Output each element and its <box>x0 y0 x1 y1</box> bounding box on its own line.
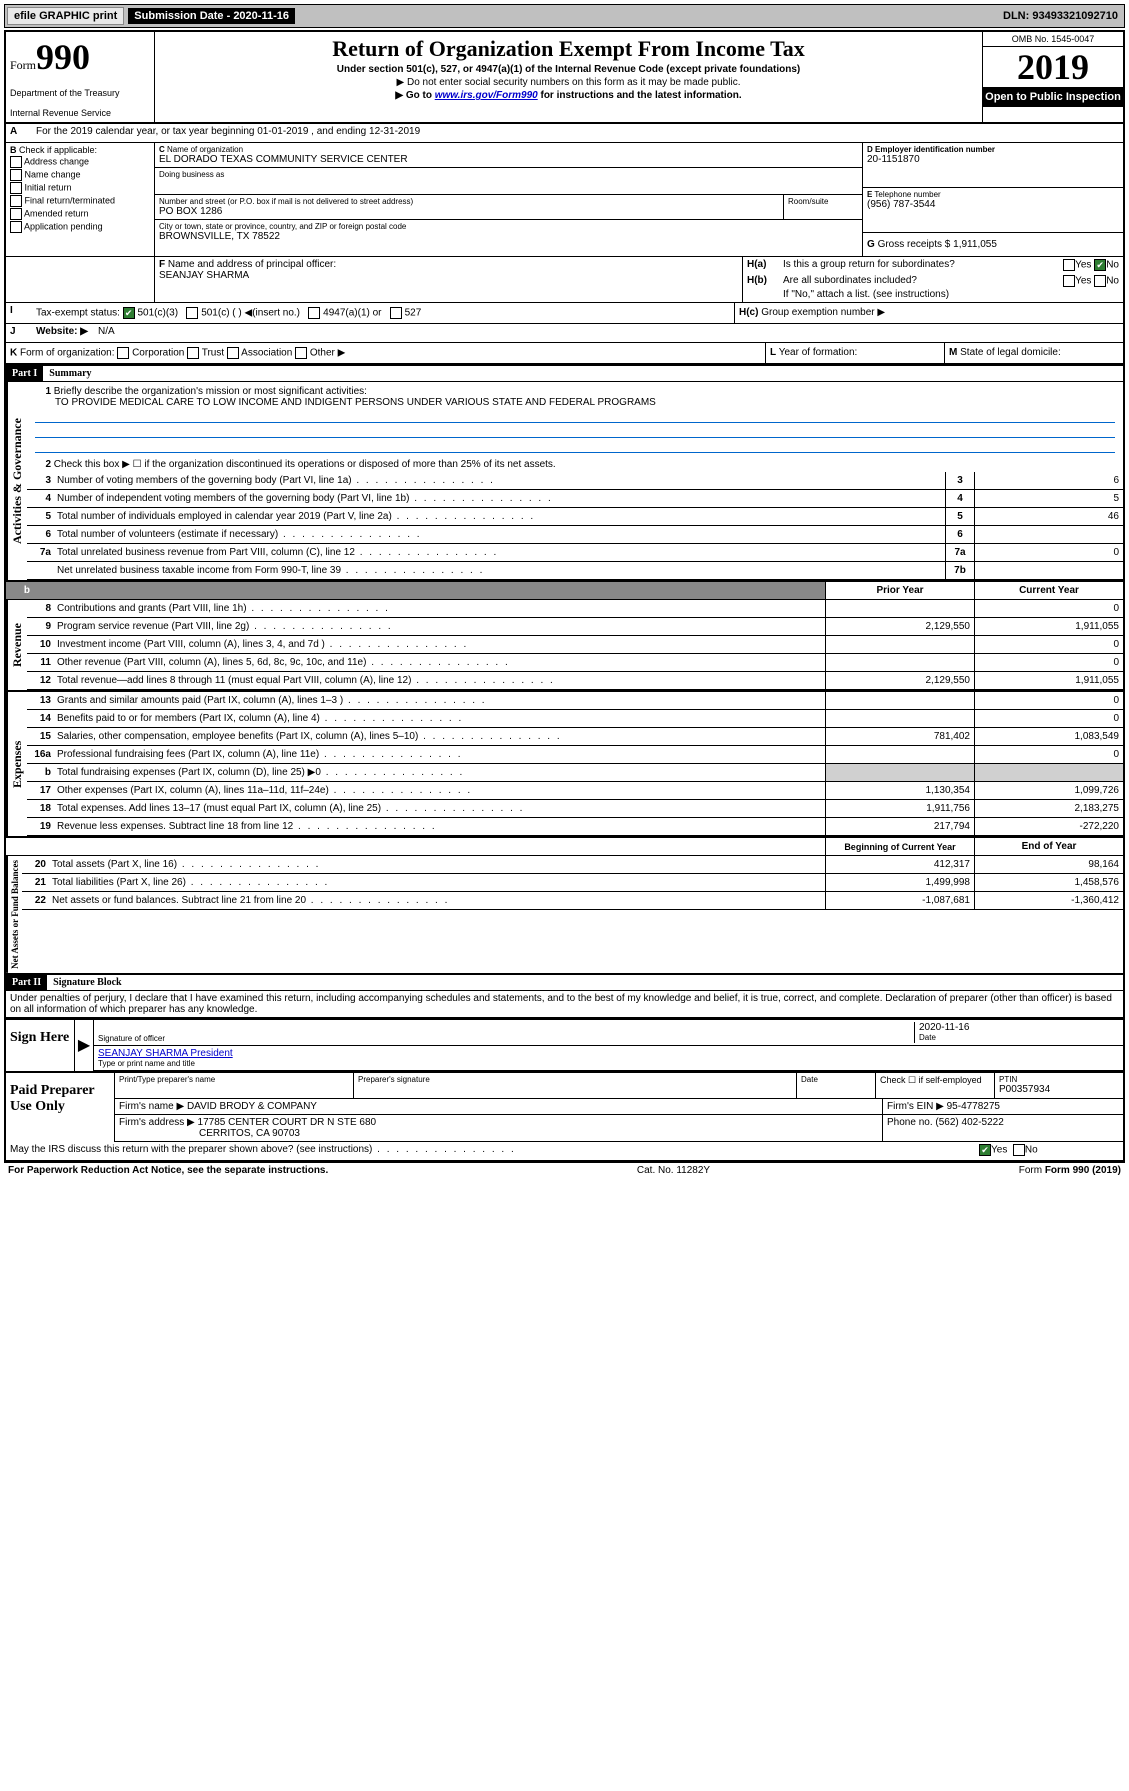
perjury-statement: Under penalties of perjury, I declare th… <box>6 991 1123 1018</box>
summary-line: 14Benefits paid to or for members (Part … <box>27 710 1123 728</box>
summary-line: 21Total liabilities (Part X, line 26)1,4… <box>22 874 1123 892</box>
principal-officer: SEANJAY SHARMA <box>159 270 738 281</box>
summary-line: 10Investment income (Part VIII, column (… <box>27 636 1123 654</box>
summary-line: 5Total number of individuals employed in… <box>27 508 1123 526</box>
summary-line: Net unrelated business taxable income fr… <box>27 562 1123 580</box>
summary-line: 13Grants and similar amounts paid (Part … <box>27 692 1123 710</box>
firm-ein: 95-4778275 <box>947 1101 1000 1112</box>
omb-number: OMB No. 1545-0047 <box>983 32 1123 47</box>
form990-link[interactable]: www.irs.gov/Form990 <box>435 90 538 101</box>
summary-line: 6Total number of volunteers (estimate if… <box>27 526 1123 544</box>
discuss-question: May the IRS discuss this return with the… <box>6 1142 975 1160</box>
section-a: A For the 2019 calendar year, or tax yea… <box>6 124 1123 143</box>
paid-preparer-block: Paid Preparer Use Only Print/Type prepar… <box>6 1071 1123 1142</box>
firm-address: 17785 CENTER COURT DR N STE 680 <box>198 1117 377 1128</box>
summary-line: 19Revenue less expenses. Subtract line 1… <box>27 818 1123 836</box>
part2-header: Part II Signature Block <box>6 973 1123 991</box>
activities-governance-label: Activities & Governance <box>6 382 27 580</box>
revenue-label: Revenue <box>6 600 27 690</box>
summary-line: 4Number of independent voting members of… <box>27 490 1123 508</box>
summary-line: 16aProfessional fundraising fees (Part I… <box>27 746 1123 764</box>
top-bar: efile GRAPHIC print Submission Date - 20… <box>4 4 1125 28</box>
section-h: H(a) Is this a group return for subordin… <box>743 257 1123 302</box>
tax-exempt-status: Tax-exempt status: 501(c)(3) 501(c) ( ) … <box>32 303 734 323</box>
irs-label: Internal Revenue Service <box>10 108 150 118</box>
summary-line: 15Salaries, other compensation, employee… <box>27 728 1123 746</box>
501c3-checkbox[interactable] <box>123 307 135 319</box>
ptin: P00357934 <box>999 1084 1119 1095</box>
summary-line: 22Net assets or fund balances. Subtract … <box>22 892 1123 910</box>
org-name: EL DORADO TEXAS COMMUNITY SERVICE CENTER <box>159 154 858 165</box>
org-street: PO BOX 1286 <box>159 206 779 217</box>
open-to-public: Open to Public Inspection <box>983 87 1123 107</box>
summary-line: 9Program service revenue (Part VIII, lin… <box>27 618 1123 636</box>
section-c: C Name of organization EL DORADO TEXAS C… <box>155 143 862 256</box>
form-990-label: Form990 <box>10 36 150 78</box>
tax-year: 2019 <box>983 47 1123 87</box>
dept-treasury: Department of the Treasury <box>10 88 150 98</box>
org-city: BROWNSVILLE, TX 78522 <box>159 231 858 242</box>
summary-line: 17Other expenses (Part IX, column (A), l… <box>27 782 1123 800</box>
ssn-warning: ▶ Do not enter social security numbers o… <box>159 77 978 88</box>
sign-here-block: Sign Here ▶ Signature of officer 2020-11… <box>6 1018 1123 1071</box>
summary-line: 12Total revenue—add lines 8 through 11 (… <box>27 672 1123 690</box>
ein: 20-1151870 <box>867 154 1119 165</box>
goto-line: ▶ Go to www.irs.gov/Form990 for instruct… <box>159 90 978 101</box>
footer: For Paperwork Reduction Act Notice, see … <box>4 1163 1125 1178</box>
summary-line: bTotal fundraising expenses (Part IX, co… <box>27 764 1123 782</box>
expenses-label: Expenses <box>6 692 27 836</box>
efile-print-button[interactable]: efile GRAPHIC print <box>7 7 124 25</box>
gross-receipts: 1,911,055 <box>953 239 997 250</box>
signature-date: 2020-11-16 <box>919 1022 1119 1033</box>
form-subtitle: Under section 501(c), 527, or 4947(a)(1)… <box>159 64 978 75</box>
firm-phone: (562) 402-5222 <box>935 1117 1003 1128</box>
form-label: Form <box>1019 1165 1045 1176</box>
summary-line: 8Contributions and grants (Part VIII, li… <box>27 600 1123 618</box>
telephone: (956) 787-3544 <box>867 199 1119 210</box>
submission-date: Submission Date - 2020-11-16 <box>128 8 295 24</box>
firm-name: DAVID BRODY & COMPANY <box>187 1101 317 1112</box>
mission-statement: TO PROVIDE MEDICAL CARE TO LOW INCOME AN… <box>31 397 1119 408</box>
form-header: Form990 Department of the Treasury Inter… <box>6 32 1123 124</box>
net-assets-label: Net Assets or Fund Balances <box>6 856 22 973</box>
summary-line: 18Total expenses. Add lines 13–17 (must … <box>27 800 1123 818</box>
form-title: Return of Organization Exempt From Incom… <box>159 36 978 62</box>
summary-line: 3Number of voting members of the governi… <box>27 472 1123 490</box>
section-d-e-g: D Employer identification number 20-1151… <box>862 143 1123 256</box>
dln: DLN: 93493321092710 <box>1003 10 1122 22</box>
section-f: F Name and address of principal officer:… <box>155 257 743 302</box>
discuss-yes[interactable] <box>979 1144 991 1156</box>
summary-line: 11Other revenue (Part VIII, column (A), … <box>27 654 1123 672</box>
section-b: B Check if applicable: Address change Na… <box>6 143 155 256</box>
website: N/A <box>92 324 119 342</box>
officer-name: SEANJAY SHARMA President <box>98 1048 1119 1059</box>
tax-year-range: For the 2019 calendar year, or tax year … <box>32 124 424 142</box>
summary-line: 20Total assets (Part X, line 16)412,3179… <box>22 856 1123 874</box>
form-frame: Form990 Department of the Treasury Inter… <box>4 30 1125 1163</box>
part1-header: Part I Summary <box>6 364 1123 382</box>
summary-line: 7aTotal unrelated business revenue from … <box>27 544 1123 562</box>
